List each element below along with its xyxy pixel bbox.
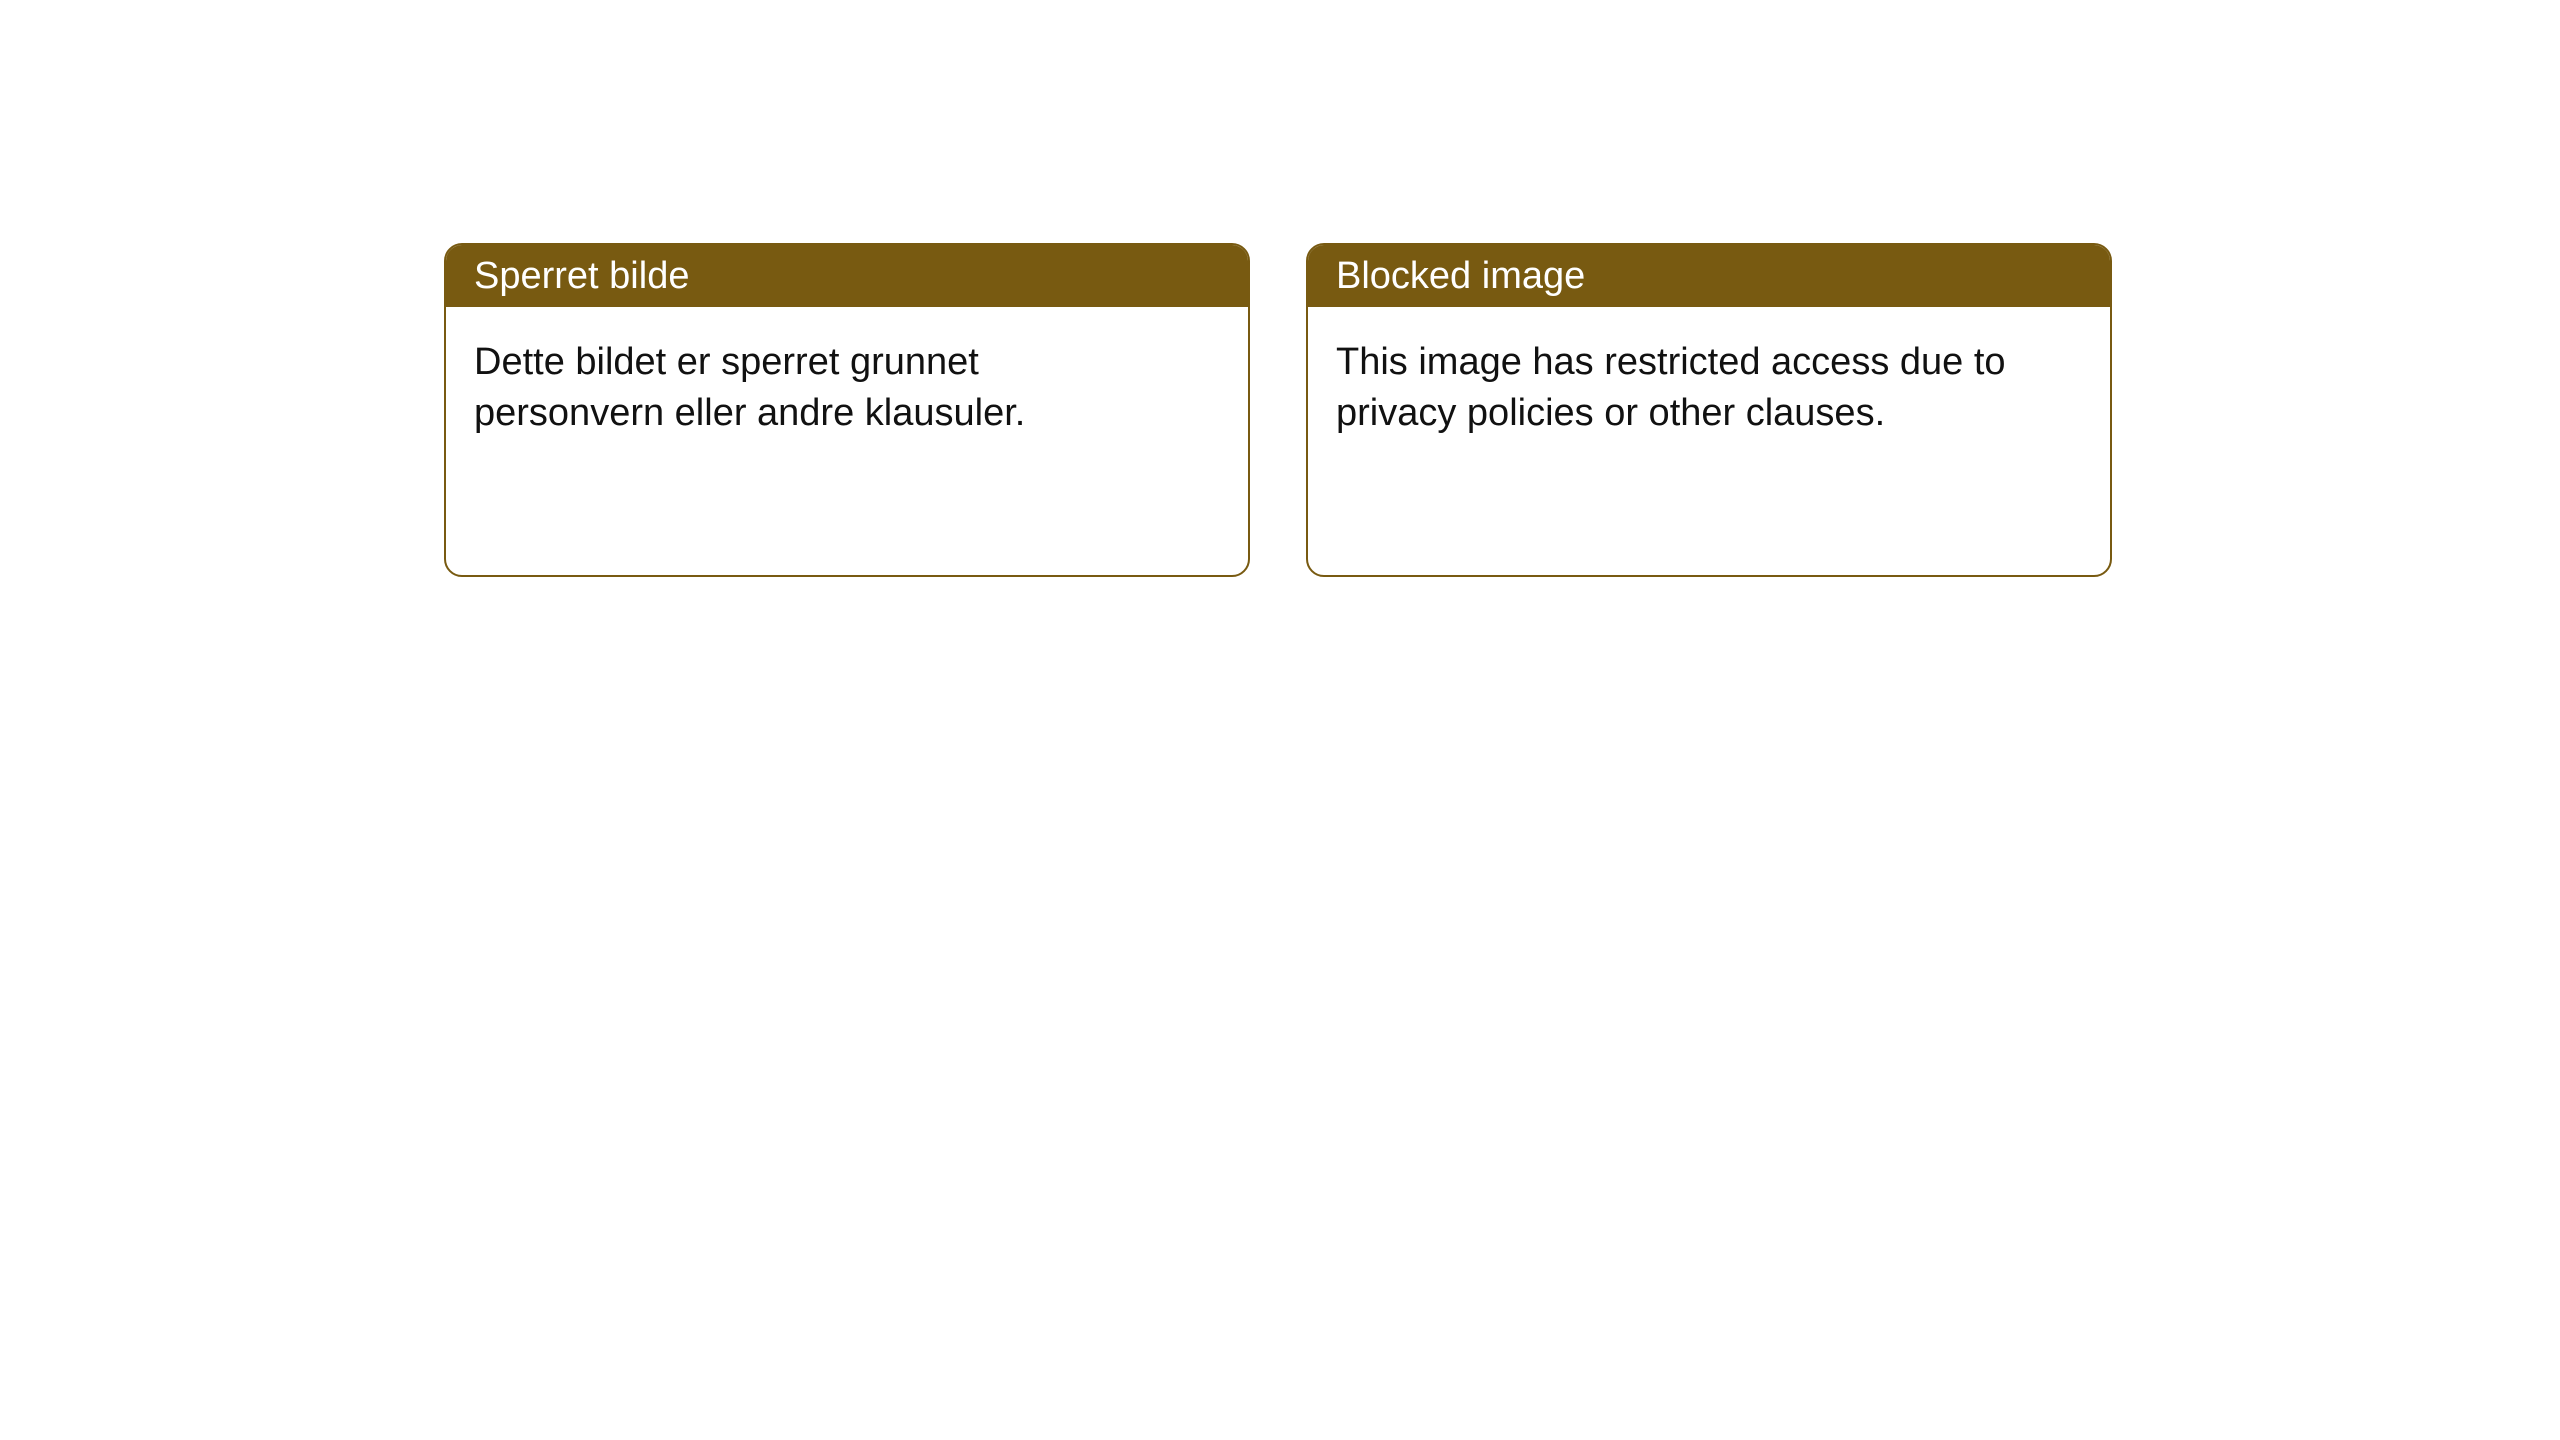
blocked-image-card-en: Blocked image This image has restricted … [1306,243,2112,577]
card-title-no: Sperret bilde [474,255,689,298]
card-header-no: Sperret bilde [446,245,1248,307]
card-text-no: Dette bildet er sperret grunnet personve… [474,341,1025,434]
card-body-en: This image has restricted access due to … [1308,307,2044,440]
notice-container: Sperret bilde Dette bildet er sperret gr… [0,0,2560,577]
card-header-en: Blocked image [1308,245,2110,307]
blocked-image-card-no: Sperret bilde Dette bildet er sperret gr… [444,243,1250,577]
card-text-en: This image has restricted access due to … [1336,341,2006,434]
card-title-en: Blocked image [1336,255,1585,298]
card-body-no: Dette bildet er sperret grunnet personve… [446,307,1182,440]
